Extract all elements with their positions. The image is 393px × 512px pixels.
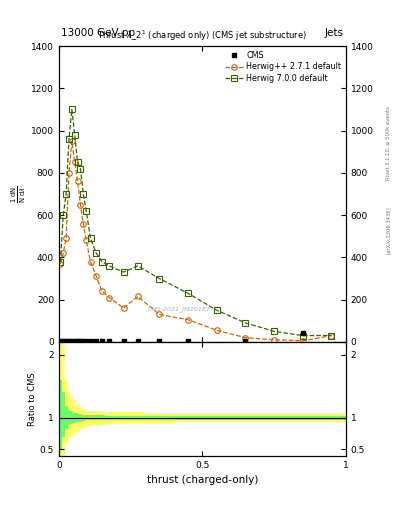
Herwig 7.0.0 default (121, 269, 126, 275)
CMS (186, 338, 191, 345)
CMS (72, 338, 77, 344)
CMS (121, 338, 126, 345)
Herwig++ 2.7.1 default (100, 288, 105, 294)
Herwig 7.0.0 default (329, 332, 334, 338)
Herwig 7.0.0 default (75, 159, 80, 165)
Herwig++ 2.7.1 default (94, 273, 99, 280)
X-axis label: thrust (charged-only): thrust (charged-only) (147, 475, 258, 485)
CMS (67, 337, 72, 344)
Y-axis label: Ratio to CMS: Ratio to CMS (28, 372, 37, 425)
Line: CMS: CMS (58, 331, 305, 344)
Herwig++ 2.7.1 default (107, 294, 112, 301)
CMS (84, 338, 88, 344)
CMS (94, 338, 99, 345)
Herwig 7.0.0 default (72, 132, 77, 138)
CMS (88, 338, 93, 345)
Herwig 7.0.0 default (61, 212, 66, 218)
CMS (58, 338, 63, 345)
Herwig++ 2.7.1 default (78, 202, 83, 208)
Herwig++ 2.7.1 default (64, 236, 68, 242)
Herwig++ 2.7.1 default (186, 316, 191, 323)
Herwig 7.0.0 default (70, 106, 74, 113)
Herwig++ 2.7.1 default (136, 293, 140, 300)
Text: 13000 GeV pp: 13000 GeV pp (61, 28, 135, 38)
Herwig 7.0.0 default (84, 208, 88, 214)
Line: Herwig 7.0.0 default: Herwig 7.0.0 default (58, 106, 334, 338)
CMS (81, 338, 86, 344)
Herwig 7.0.0 default (100, 259, 105, 265)
Text: CMS-2021_JI920187: CMS-2021_JI920187 (148, 306, 211, 312)
Herwig 7.0.0 default (243, 320, 248, 326)
Herwig++ 2.7.1 default (215, 327, 219, 333)
CMS (70, 337, 74, 344)
CMS (75, 338, 80, 344)
Herwig++ 2.7.1 default (84, 238, 88, 244)
Herwig 7.0.0 default (81, 191, 86, 197)
Herwig 7.0.0 default (58, 259, 63, 265)
Herwig++ 2.7.1 default (58, 261, 63, 267)
Herwig++ 2.7.1 default (121, 305, 126, 311)
CMS (78, 338, 83, 344)
Text: Thrust $\lambda\_2^1$ (charged only) (CMS jet substructure): Thrust $\lambda\_2^1$ (charged only) (CM… (97, 29, 307, 43)
Herwig 7.0.0 default (94, 250, 99, 256)
CMS (157, 338, 162, 345)
Herwig++ 2.7.1 default (329, 332, 334, 338)
Herwig 7.0.0 default (272, 328, 277, 334)
CMS (100, 338, 105, 345)
Herwig++ 2.7.1 default (272, 337, 277, 343)
Herwig 7.0.0 default (215, 307, 219, 313)
Herwig++ 2.7.1 default (300, 338, 305, 344)
Herwig 7.0.0 default (88, 236, 93, 242)
Text: [arXiv:1306.3436]: [arXiv:1306.3436] (386, 206, 391, 254)
Y-axis label: $\frac{1}{\mathrm{N}}\frac{\mathrm{d}\mathrm{N}}{\mathrm{d}\lambda}$: $\frac{1}{\mathrm{N}}\frac{\mathrm{d}\ma… (10, 185, 28, 203)
CMS (300, 330, 305, 336)
CMS (136, 338, 140, 345)
CMS (243, 338, 248, 345)
Legend: CMS, Herwig++ 2.7.1 default, Herwig 7.0.0 default: CMS, Herwig++ 2.7.1 default, Herwig 7.0.… (222, 48, 344, 86)
Herwig 7.0.0 default (186, 290, 191, 296)
Herwig++ 2.7.1 default (81, 221, 86, 227)
CMS (64, 338, 68, 344)
Herwig++ 2.7.1 default (157, 311, 162, 317)
Herwig++ 2.7.1 default (75, 178, 80, 184)
Herwig++ 2.7.1 default (72, 159, 77, 165)
Herwig 7.0.0 default (67, 136, 72, 142)
Herwig 7.0.0 default (157, 275, 162, 282)
Herwig++ 2.7.1 default (70, 138, 74, 144)
CMS (61, 338, 66, 344)
Herwig 7.0.0 default (300, 332, 305, 338)
Herwig 7.0.0 default (107, 263, 112, 269)
Herwig++ 2.7.1 default (67, 170, 72, 176)
CMS (107, 338, 112, 345)
Herwig++ 2.7.1 default (88, 259, 93, 265)
Herwig++ 2.7.1 default (243, 335, 248, 341)
Text: Jets: Jets (325, 28, 344, 38)
Herwig 7.0.0 default (136, 263, 140, 269)
Herwig 7.0.0 default (64, 191, 68, 197)
Herwig++ 2.7.1 default (61, 250, 66, 256)
Text: Rivet 3.1.10, ≥ 500k events: Rivet 3.1.10, ≥ 500k events (386, 106, 391, 180)
Line: Herwig++ 2.7.1 default: Herwig++ 2.7.1 default (58, 138, 334, 344)
Herwig 7.0.0 default (78, 165, 83, 172)
